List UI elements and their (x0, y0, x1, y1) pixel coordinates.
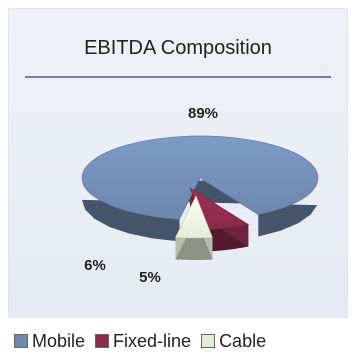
legend-label-mobile: Mobile (32, 330, 86, 351)
pie-slice-cable (175, 195, 213, 239)
data-label-mobile: 89% (188, 105, 218, 122)
data-label-fixed-line: 6% (84, 257, 106, 274)
legend-swatch-cable (201, 334, 216, 348)
legend-item-mobile: Mobile (14, 331, 85, 352)
legend-swatch-mobile (14, 334, 28, 348)
chart-title: EBITDA Composition (84, 37, 272, 59)
legend-item-cable: Cable (201, 331, 266, 352)
pie-slice-side-cable (175, 237, 213, 260)
title-divider (25, 76, 331, 78)
legend-label-cable: Cable (219, 330, 267, 351)
legend-label-fixed-line: Fixed-line (113, 330, 192, 351)
legend-item-fixed-line: Fixed-line (95, 331, 191, 352)
legend: Mobile Fixed-line Cable (14, 330, 266, 352)
legend-swatch-fixed-line (95, 334, 110, 348)
data-label-cable: 5% (139, 269, 161, 286)
pie-slice-mobile (81, 135, 319, 220)
